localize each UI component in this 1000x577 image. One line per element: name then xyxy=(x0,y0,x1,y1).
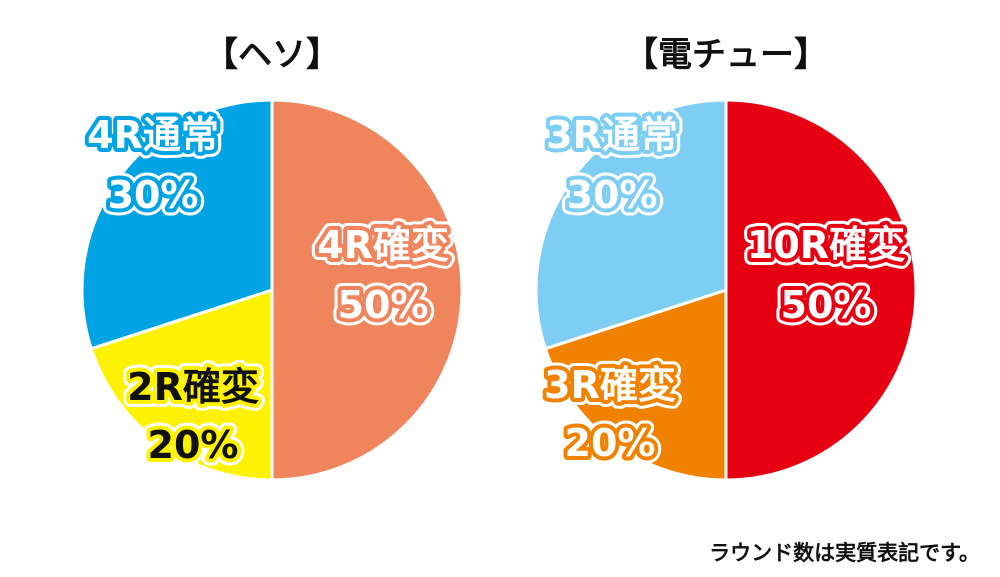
heso-value-2r-kakuhen: 20% xyxy=(148,423,239,467)
denchu-value-3r-kakuhen-halo: 20% xyxy=(565,421,656,465)
denchu-value-10r-kakuhen: 50% xyxy=(781,283,872,327)
denchu-label-3r-kakuhen-halo: 3R確変 xyxy=(544,363,676,407)
heso-slice-4r-kakuhen xyxy=(270,98,464,482)
denchu-label-3r-kakuhen: 3R確変 xyxy=(544,363,676,407)
denchu-pie xyxy=(534,98,918,482)
denchu-slice-10r-kakuhen xyxy=(724,98,918,482)
heso-label-4r-kakuhen: 4R確変 xyxy=(317,223,449,267)
heso-value-4r-tsujo: 30% xyxy=(108,173,199,217)
heso-pie xyxy=(80,98,464,482)
denchu-value-3r-tsujo: 30% xyxy=(567,173,658,217)
heso-slice-2r-kakuhen xyxy=(89,287,274,482)
heso-slice-4r-tsujo xyxy=(80,98,274,351)
denchu-label-10r-kakuhen-halo: 10R確変 xyxy=(747,223,905,267)
denchu-label-10r-kakuhen: 10R確変 xyxy=(747,223,905,267)
denchu-slice-3r-tsujo xyxy=(534,98,728,351)
heso-label-2r-kakuhen: 2R確変 xyxy=(127,365,259,409)
heso-label-2r-kakuhen-halo: 2R確変 xyxy=(127,365,259,409)
denchu-label-3r-tsujo-halo: 3R通常 xyxy=(546,113,678,157)
heso-chart-title: 【ヘソ】 xyxy=(204,35,340,75)
footnote: ラウンド数は実質表記です。 xyxy=(709,541,980,565)
heso-value-2r-kakuhen-halo: 20% xyxy=(148,423,239,467)
denchu-chart-title: 【電チュー】 xyxy=(624,35,828,75)
denchu-value-3r-tsujo-halo: 30% xyxy=(567,173,658,217)
denchu-value-10r-kakuhen-halo: 50% xyxy=(781,283,872,327)
heso-label-4r-tsujo-halo: 4R通常 xyxy=(87,113,219,157)
denchu-slice-3r-kakuhen xyxy=(543,287,728,482)
heso-value-4r-kakuhen: 50% xyxy=(338,283,429,327)
heso-value-4r-kakuhen-halo: 50% xyxy=(338,283,429,327)
heso-label-4r-kakuhen-halo: 4R確変 xyxy=(317,223,449,267)
denchu-label-3r-tsujo: 3R通常 xyxy=(546,113,678,157)
heso-value-4r-tsujo-halo: 30% xyxy=(108,173,199,217)
heso-label-4r-tsujo: 4R通常 xyxy=(87,113,219,157)
denchu-value-3r-kakuhen: 20% xyxy=(565,421,656,465)
